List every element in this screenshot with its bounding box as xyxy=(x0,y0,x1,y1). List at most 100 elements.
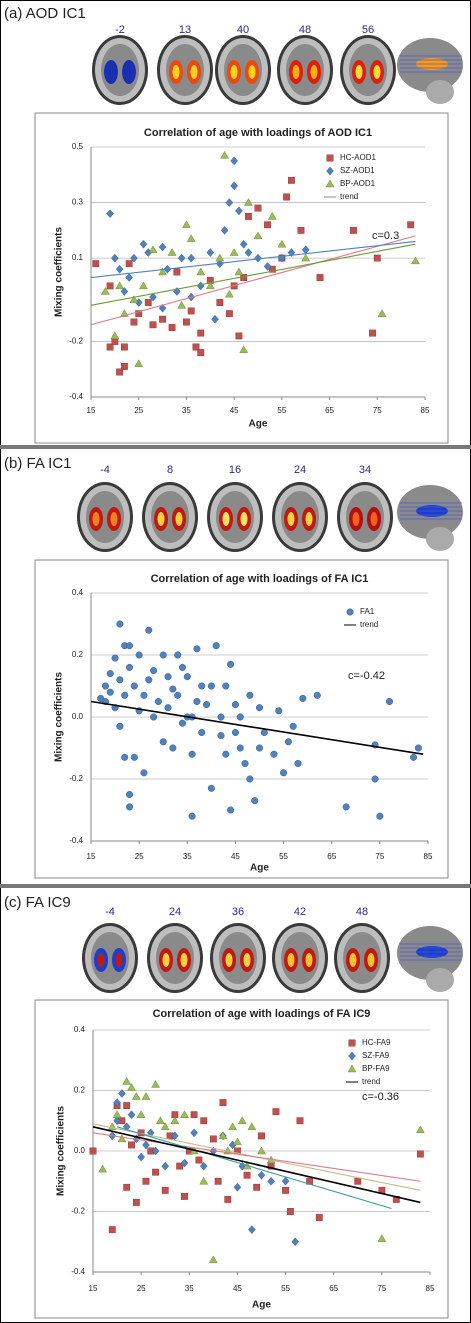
data-point xyxy=(131,754,138,761)
data-point xyxy=(117,723,124,730)
data-point xyxy=(136,652,143,659)
activation-blob xyxy=(249,65,256,79)
activation-blob xyxy=(163,953,170,967)
data-point xyxy=(107,283,113,289)
data-point xyxy=(183,319,189,325)
legend-label: HC-FA9 xyxy=(362,1038,391,1047)
activation-blob xyxy=(350,953,357,967)
y-tick-label: -0.4 xyxy=(69,836,83,845)
data-point xyxy=(208,785,215,792)
data-point xyxy=(225,1196,231,1202)
data-point xyxy=(198,330,204,336)
data-point xyxy=(232,729,239,736)
data-point xyxy=(232,701,239,708)
panel-divider xyxy=(0,884,471,888)
data-point xyxy=(314,692,321,699)
data-point xyxy=(386,698,393,705)
data-point xyxy=(160,652,167,659)
data-point xyxy=(236,333,242,339)
data-point xyxy=(258,1133,264,1139)
activation-blob xyxy=(311,65,318,79)
data-point xyxy=(237,745,244,752)
data-point xyxy=(287,1208,293,1214)
data-point xyxy=(191,1112,197,1118)
annotation: c=-0.36 xyxy=(362,1091,399,1103)
slice-label: 40 xyxy=(237,24,249,36)
data-point xyxy=(210,1136,216,1142)
data-point xyxy=(369,330,375,336)
x-axis-label: Age xyxy=(252,1300,271,1311)
data-point xyxy=(275,708,282,715)
data-point xyxy=(417,1151,423,1157)
data-point xyxy=(374,255,380,261)
data-point xyxy=(102,683,109,690)
data-point xyxy=(415,745,422,752)
data-point xyxy=(117,677,124,684)
y-tick-label: -0.4 xyxy=(71,1267,85,1276)
data-point xyxy=(215,1178,221,1184)
activation-blob xyxy=(306,512,313,526)
data-point xyxy=(256,745,263,752)
x-tick-label: 85 xyxy=(424,852,433,861)
data-point xyxy=(407,222,413,228)
data-point xyxy=(372,776,379,783)
data-point xyxy=(145,677,152,684)
data-point xyxy=(247,692,254,699)
data-point xyxy=(174,269,180,275)
legend-swatch xyxy=(347,609,354,616)
panel-label: (c) FA IC9 xyxy=(4,894,71,911)
slice-label: -4 xyxy=(100,464,110,476)
data-point xyxy=(220,1099,226,1105)
activation-blob xyxy=(306,953,313,967)
data-point xyxy=(170,686,177,693)
y-tick-label: 0.1 xyxy=(72,253,84,262)
activation-blob xyxy=(293,65,300,79)
slice-label: -2 xyxy=(115,24,125,36)
data-point xyxy=(355,1178,361,1184)
panel-label: (a) AOD IC1 xyxy=(4,5,86,22)
data-point xyxy=(194,646,201,653)
data-point xyxy=(165,704,172,711)
data-point xyxy=(247,776,254,783)
x-tick-label: 25 xyxy=(134,406,143,415)
data-point xyxy=(198,729,205,736)
data-point xyxy=(298,227,304,233)
data-point xyxy=(282,1187,288,1193)
data-point xyxy=(128,1142,134,1148)
data-point xyxy=(150,714,157,721)
data-point xyxy=(155,698,162,705)
data-point xyxy=(131,683,138,690)
panel-divider xyxy=(0,445,471,449)
x-axis-label: Age xyxy=(249,419,268,430)
x-tick-label: 65 xyxy=(327,852,336,861)
activation-blob xyxy=(111,512,118,526)
data-point xyxy=(226,310,232,316)
data-point xyxy=(256,704,263,711)
data-point xyxy=(377,813,384,820)
chart-box xyxy=(35,1000,448,1318)
y-tick-label: 0.4 xyxy=(74,1025,86,1034)
data-point xyxy=(410,754,417,761)
data-point xyxy=(316,1214,322,1220)
data-point xyxy=(245,213,251,219)
x-tick-label: 55 xyxy=(277,406,286,415)
chart-title: Correlation of age with loadings of AOD … xyxy=(144,127,372,139)
activation-blob xyxy=(288,512,295,526)
x-tick-label: 15 xyxy=(87,406,96,415)
x-tick-label: 15 xyxy=(87,852,96,861)
data-point xyxy=(145,627,152,634)
data-point xyxy=(188,308,194,314)
y-tick-label: -0.2 xyxy=(69,774,83,783)
x-tick-label: 85 xyxy=(426,1284,435,1293)
data-point xyxy=(242,760,249,767)
data-point xyxy=(208,683,215,690)
y-tick-label: -0.2 xyxy=(71,1207,85,1216)
x-tick-label: 45 xyxy=(230,406,239,415)
data-point xyxy=(297,1118,303,1124)
data-point xyxy=(237,714,244,721)
data-point xyxy=(181,1193,187,1199)
data-point xyxy=(217,299,223,305)
data-point xyxy=(90,1148,96,1154)
slice-label: 34 xyxy=(359,464,371,476)
legend-swatch xyxy=(327,155,333,161)
